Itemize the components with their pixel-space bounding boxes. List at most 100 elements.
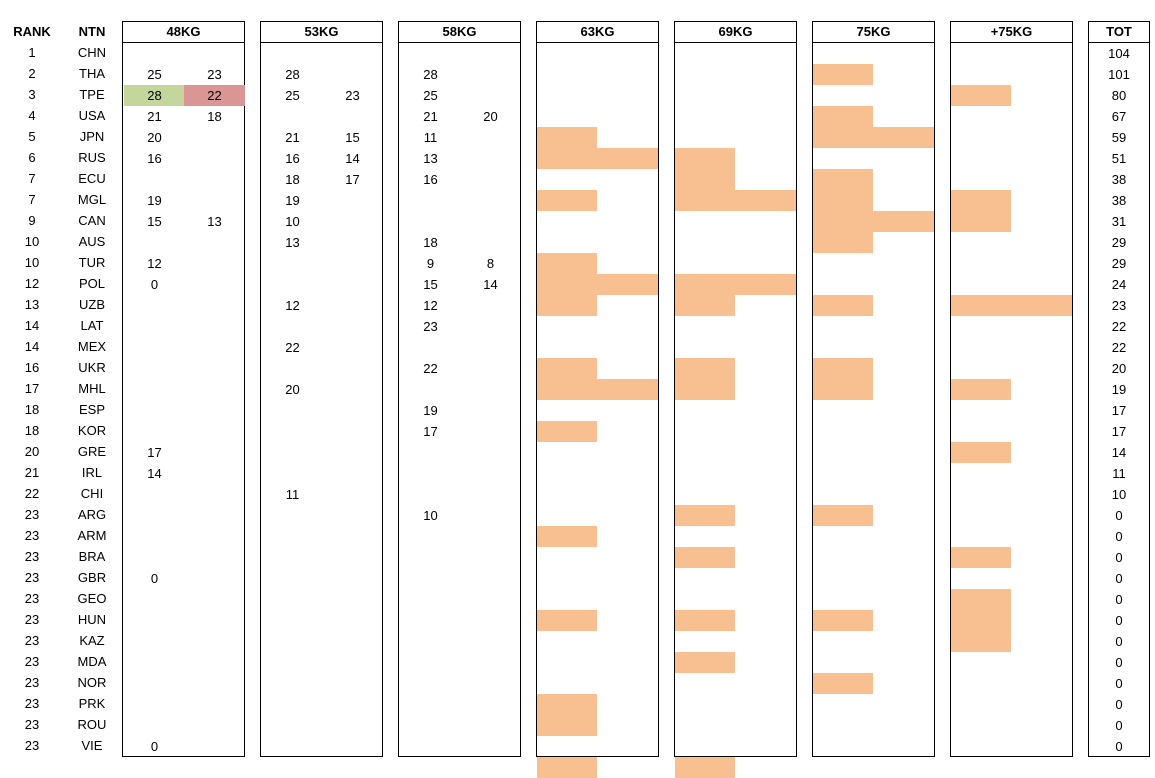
rank-cell: 18 xyxy=(24,402,40,417)
rank-cell: 18 xyxy=(24,423,40,438)
score-cell xyxy=(262,757,323,778)
score-cell xyxy=(184,169,245,190)
nation-cell: GEO xyxy=(77,591,107,606)
ntn-header: NTN xyxy=(78,24,106,39)
total-cell: 0 xyxy=(1115,697,1123,712)
score-cell xyxy=(322,757,383,778)
nation-cell: BRA xyxy=(78,549,106,564)
total-cell: 10 xyxy=(1111,487,1127,502)
rank-cell: 23 xyxy=(24,675,40,690)
score-cell xyxy=(124,526,185,547)
score-cell xyxy=(262,526,323,547)
highlight-fill xyxy=(537,295,597,316)
score-cell xyxy=(184,127,245,148)
score-cell xyxy=(460,610,521,631)
rank-cell: 13 xyxy=(24,297,40,312)
weight-column-63kg: 63KG xyxy=(536,21,659,778)
total-cell: 24 xyxy=(1111,277,1127,292)
highlight-fill xyxy=(951,631,1011,652)
nation-cell: ARM xyxy=(77,528,107,543)
score-cell: 25 xyxy=(285,88,300,103)
nation-cell: KOR xyxy=(77,423,107,438)
rank-cell: 1 xyxy=(28,45,36,60)
score-cell xyxy=(400,442,461,463)
score-cell xyxy=(262,400,323,421)
nation-cell: ESP xyxy=(78,402,105,417)
score-cell xyxy=(262,652,323,673)
rank-cell: 12 xyxy=(24,276,40,291)
score-cell xyxy=(184,232,245,253)
score-cell xyxy=(322,379,383,400)
rank-cell: 23 xyxy=(24,633,40,648)
highlight-fill xyxy=(675,610,735,631)
score-cell xyxy=(124,694,185,715)
rank-cell: 10 xyxy=(24,255,40,270)
highlight-fill xyxy=(537,358,597,379)
weight-header: 48KG xyxy=(123,22,244,43)
highlight-fill xyxy=(951,379,1011,400)
score-cell: 20 xyxy=(483,109,498,124)
score-cell xyxy=(322,358,383,379)
total-cell: 104 xyxy=(1108,46,1130,61)
score-cell: 23 xyxy=(423,319,438,334)
rank-cell: 14 xyxy=(24,318,40,333)
tot-column: TOT 104 101 80 67 59 51 38 38 31 29 29 24 23 22 22 20 19… xyxy=(1088,21,1150,757)
score-cell: 10 xyxy=(285,214,300,229)
nation-cell: HUN xyxy=(77,612,107,627)
score-cell xyxy=(400,757,461,778)
score-cell: 17 xyxy=(345,172,360,187)
score-cell xyxy=(124,652,185,673)
score-cell: 13 xyxy=(423,151,438,166)
rank-cell: 4 xyxy=(28,108,36,123)
highlight-fill xyxy=(813,190,873,211)
score-cell xyxy=(184,484,245,505)
highlight-fill xyxy=(675,190,735,211)
nation-cell: RUS xyxy=(78,150,106,165)
score-cell: 16 xyxy=(147,151,162,166)
highlight-fill xyxy=(873,211,934,232)
nation-cell: POL xyxy=(78,276,105,291)
score-cell: 18 xyxy=(285,172,300,187)
score-cell: 13 xyxy=(285,235,300,250)
score-cell xyxy=(400,610,461,631)
total-cell: 59 xyxy=(1111,130,1127,145)
nation-cell: ECU xyxy=(78,171,106,186)
total-cell: 29 xyxy=(1111,256,1127,271)
total-cell: 11 xyxy=(1112,466,1126,481)
score-cell xyxy=(322,253,383,274)
weight-header: 53KG xyxy=(261,22,382,43)
score-cell xyxy=(262,106,323,127)
highlight-fill xyxy=(813,232,873,253)
rank-cell: 9 xyxy=(28,213,36,228)
nation-cell: NOR xyxy=(77,675,107,690)
total-cell: 101 xyxy=(1108,67,1130,82)
score-cell xyxy=(124,358,185,379)
score-cell xyxy=(322,274,383,295)
score-cell xyxy=(460,64,521,85)
score-cell xyxy=(460,316,521,337)
highlight-fill xyxy=(675,274,735,295)
score-cell: 19 xyxy=(423,403,438,418)
score-cell xyxy=(460,379,521,400)
score-cell: 14 xyxy=(345,151,360,166)
highlight-fill xyxy=(675,757,735,778)
highlight-fill xyxy=(951,547,1011,568)
score-cell xyxy=(400,589,461,610)
total-cell: 0 xyxy=(1115,571,1123,586)
score-cell xyxy=(124,316,185,337)
total-cell: 17 xyxy=(1111,424,1127,439)
highlight-fill xyxy=(675,505,735,526)
highlight-fill xyxy=(813,211,873,232)
score-cell: 13 xyxy=(207,214,222,229)
score-cell xyxy=(124,505,185,526)
score-cell: 22 xyxy=(423,361,438,376)
score-cell: 28 xyxy=(423,67,438,82)
score-cell xyxy=(184,295,245,316)
nation-cell: VIE xyxy=(81,738,103,753)
highlight-fill xyxy=(537,694,597,715)
tot-header: TOT xyxy=(1089,22,1149,43)
highlight-fill xyxy=(813,106,873,127)
highlight-fill xyxy=(1011,295,1072,316)
total-cell: 14 xyxy=(1111,445,1127,460)
score-cell xyxy=(400,379,461,400)
